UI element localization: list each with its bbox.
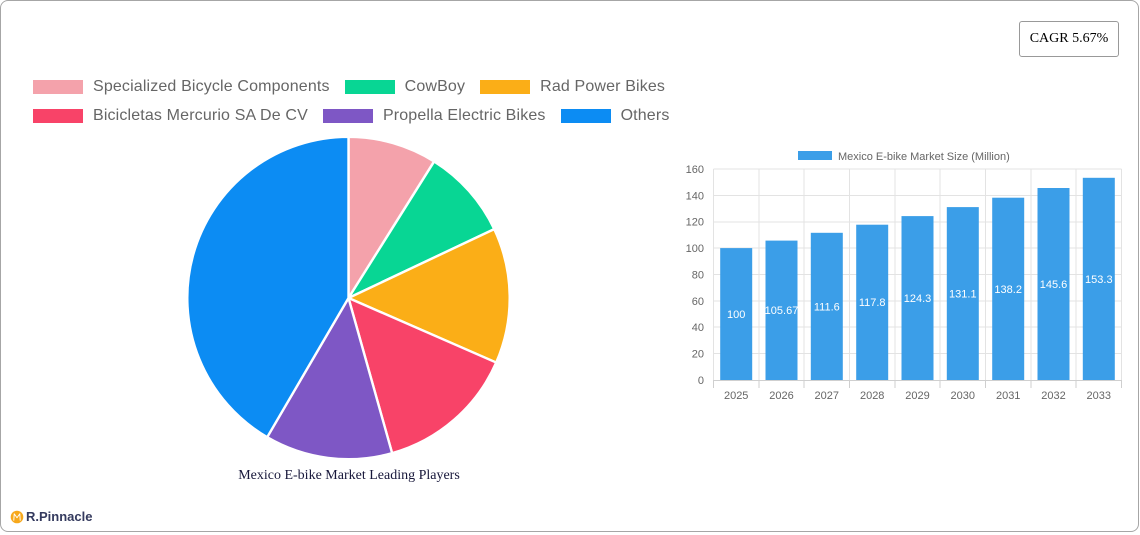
svg-text:117.8: 117.8 bbox=[859, 297, 886, 309]
svg-text:105.67: 105.67 bbox=[765, 305, 799, 317]
svg-text:140: 140 bbox=[686, 190, 704, 202]
svg-text:Mexico E-bike Market Size (Mil: Mexico E-bike Market Size (Million) bbox=[838, 151, 1010, 163]
svg-text:145.6: 145.6 bbox=[1040, 279, 1068, 291]
svg-text:100: 100 bbox=[686, 243, 704, 255]
svg-text:2026: 2026 bbox=[769, 390, 793, 402]
svg-text:100: 100 bbox=[727, 309, 745, 321]
svg-text:153.3: 153.3 bbox=[1085, 274, 1113, 286]
svg-text:2027: 2027 bbox=[815, 390, 839, 402]
svg-text:20: 20 bbox=[692, 349, 704, 361]
svg-text:131.1: 131.1 bbox=[949, 289, 977, 301]
svg-text:2032: 2032 bbox=[1041, 390, 1065, 402]
svg-text:2033: 2033 bbox=[1087, 390, 1111, 402]
svg-text:138.2: 138.2 bbox=[994, 284, 1022, 296]
svg-text:2030: 2030 bbox=[951, 390, 975, 402]
svg-text:124.3: 124.3 bbox=[904, 293, 932, 305]
svg-text:111.6: 111.6 bbox=[814, 301, 840, 313]
svg-text:2029: 2029 bbox=[905, 390, 929, 402]
svg-text:60: 60 bbox=[692, 296, 704, 308]
svg-text:40: 40 bbox=[692, 322, 704, 334]
svg-text:2031: 2031 bbox=[996, 390, 1020, 402]
svg-text:2025: 2025 bbox=[724, 390, 748, 402]
svg-text:160: 160 bbox=[686, 164, 704, 176]
svg-text:0: 0 bbox=[698, 375, 704, 387]
svg-text:2028: 2028 bbox=[860, 390, 884, 402]
svg-text:120: 120 bbox=[686, 217, 704, 229]
svg-text:80: 80 bbox=[692, 269, 704, 281]
